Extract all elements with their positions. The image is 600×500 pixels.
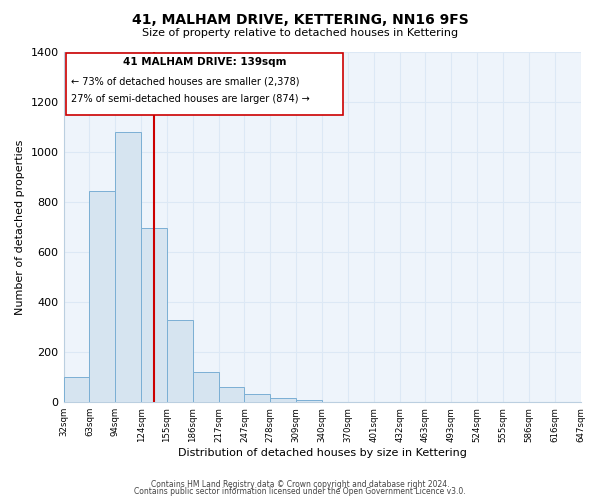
Y-axis label: Number of detached properties: Number of detached properties bbox=[15, 139, 25, 314]
Bar bbox=[271, 398, 296, 402]
Text: 41, MALHAM DRIVE, KETTERING, NN16 9FS: 41, MALHAM DRIVE, KETTERING, NN16 9FS bbox=[131, 12, 469, 26]
Text: ← 73% of detached houses are smaller (2,378): ← 73% of detached houses are smaller (2,… bbox=[71, 76, 300, 86]
Bar bbox=[193, 372, 218, 402]
Bar bbox=[141, 228, 167, 402]
Bar bbox=[89, 190, 115, 402]
Bar bbox=[115, 132, 141, 402]
Text: 41 MALHAM DRIVE: 139sqm: 41 MALHAM DRIVE: 139sqm bbox=[122, 57, 286, 67]
X-axis label: Distribution of detached houses by size in Kettering: Distribution of detached houses by size … bbox=[178, 448, 466, 458]
Text: 27% of semi-detached houses are larger (874) →: 27% of semi-detached houses are larger (… bbox=[71, 94, 310, 104]
FancyBboxPatch shape bbox=[66, 54, 343, 114]
Bar bbox=[296, 400, 322, 402]
Bar bbox=[244, 394, 271, 402]
Text: Contains HM Land Registry data © Crown copyright and database right 2024.: Contains HM Land Registry data © Crown c… bbox=[151, 480, 449, 489]
Bar bbox=[64, 377, 89, 402]
Bar bbox=[218, 387, 244, 402]
Text: Size of property relative to detached houses in Kettering: Size of property relative to detached ho… bbox=[142, 28, 458, 38]
Text: Contains public sector information licensed under the Open Government Licence v3: Contains public sector information licen… bbox=[134, 487, 466, 496]
Bar bbox=[167, 320, 193, 402]
